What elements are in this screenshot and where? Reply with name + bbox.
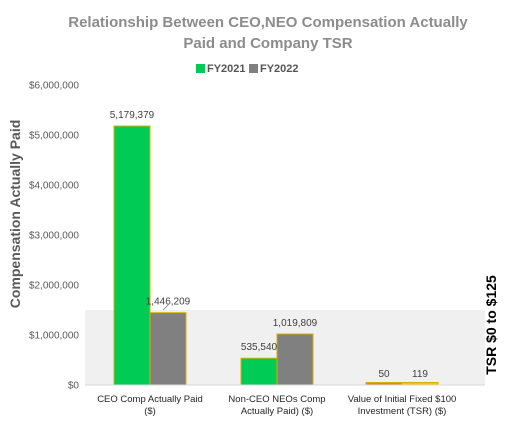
legend: FY2021 FY2022 xyxy=(196,63,299,75)
chart-title-line-1: Relationship Between CEO,NEO Compensatio… xyxy=(68,14,468,31)
bar-fy2021-1 xyxy=(240,357,278,386)
x-tick-label: CEO Comp Actually Paid xyxy=(97,394,203,405)
bar-fy2021-0 xyxy=(113,125,151,386)
y-tick-label: $5,000,000 xyxy=(29,131,79,142)
x-tick-label: Value of Initial Fixed $100 xyxy=(348,394,457,405)
data-label: 1,019,809 xyxy=(273,318,318,329)
data-label: 119 xyxy=(412,369,428,380)
legend-label-fy2021: FY2021 xyxy=(207,63,246,75)
legend-swatch-fy2022 xyxy=(249,64,258,73)
x-tick-label: Non-CEO NEOs Comp xyxy=(228,394,325,405)
data-label: 5,179,379 xyxy=(110,110,155,121)
bars xyxy=(113,125,439,386)
legend-label-fy2022: FY2022 xyxy=(260,63,299,75)
data-labels: 5,179,379 1,446,209 535,540 1,019,809 50 119 xyxy=(110,110,429,380)
y-tick-label: $2,000,000 xyxy=(29,281,79,292)
y-tick-label: $0 xyxy=(68,381,80,392)
chart-title-line-2: Paid and Company TSR xyxy=(183,35,352,52)
x-tick-label: ($) xyxy=(144,406,156,417)
y-tick-label: $1,000,000 xyxy=(29,331,79,342)
legend-swatch-fy2021 xyxy=(196,64,205,73)
bar-fy2022-0 xyxy=(149,312,187,386)
data-label: 1,446,209 xyxy=(146,297,191,308)
y-tick-label: $6,000,000 xyxy=(29,81,79,92)
secondary-axis-label: TSR $0 to $125 xyxy=(483,275,499,375)
bar-fy2022-1 xyxy=(276,333,314,386)
x-tick-label: Actually Paid) ($) xyxy=(241,406,313,417)
y-axis-ticks: $0 $1,000,000 $2,000,000 $3,000,000 $4,000,0… xyxy=(29,81,79,392)
label-leader-line xyxy=(162,302,171,311)
data-label: 50 xyxy=(378,369,390,380)
y-tick-label: $4,000,000 xyxy=(29,181,79,192)
data-label: 535,540 xyxy=(241,342,278,353)
y-tick-label: $3,000,000 xyxy=(29,231,79,242)
x-axis-ticks: CEO Comp Actually Paid($) Non-CEO NEOs Co… xyxy=(97,394,456,417)
x-tick-label: Investment (TSR) ($) xyxy=(358,406,447,417)
y-axis-label: Compensation Actually Paid xyxy=(7,120,23,309)
